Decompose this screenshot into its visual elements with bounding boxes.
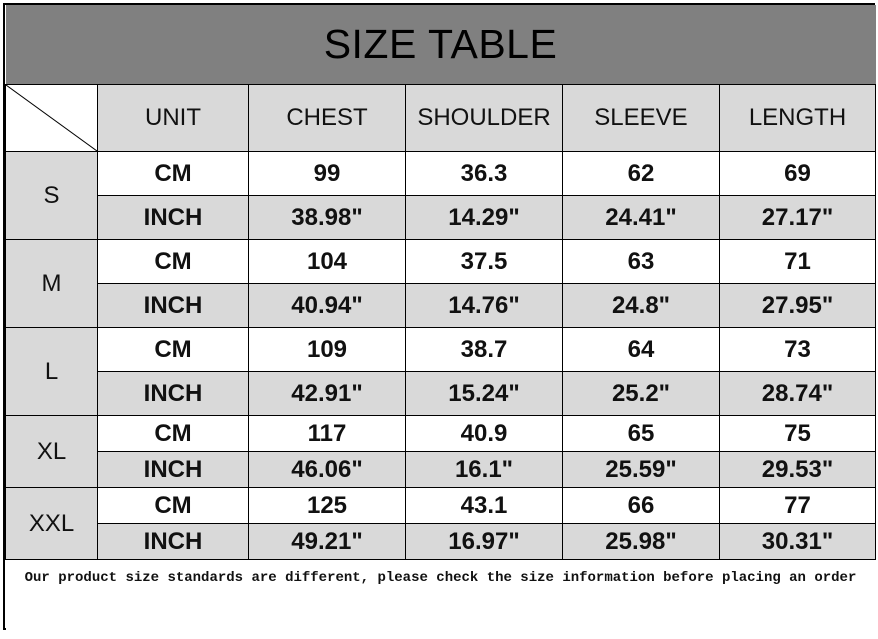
value-cell-sleeve: 24.41" [563,196,720,240]
value-cell-shoulder: 36.3 [406,152,563,196]
value-cell-chest: 109 [249,328,406,372]
table-title: SIZE TABLE [6,5,876,85]
header-unit: UNIT [98,85,249,152]
value-cell-shoulder: 16.97" [406,524,563,560]
value-cell-shoulder: 40.9 [406,416,563,452]
unit-cell: CM [98,240,249,284]
value-cell-chest: 38.98" [249,196,406,240]
value-cell-shoulder: 16.1" [406,452,563,488]
value-cell-chest: 46.06" [249,452,406,488]
header-row: UNIT CHEST SHOULDER SLEEVE LENGTH [6,85,876,152]
unit-cell: CM [98,152,249,196]
value-cell-length: 75 [720,416,876,452]
value-cell-chest: 117 [249,416,406,452]
unit-cell: CM [98,328,249,372]
value-cell-chest: 42.91" [249,372,406,416]
value-cell-sleeve: 24.8" [563,284,720,328]
value-cell-chest: 99 [249,152,406,196]
size-table-container: SIZE TABLE UNIT CHEST SHOULDER SLEEVE LE… [3,3,875,630]
unit-cell: CM [98,416,249,452]
unit-cell: CM [98,488,249,524]
header-chest: CHEST [249,85,406,152]
diagonal-corner-cell [6,85,98,152]
value-cell-shoulder: 38.7 [406,328,563,372]
unit-cell: INCH [98,284,249,328]
value-cell-chest: 40.94" [249,284,406,328]
value-cell-sleeve: 63 [563,240,720,284]
value-cell-sleeve: 65 [563,416,720,452]
value-cell-sleeve: 62 [563,152,720,196]
value-cell-length: 27.17" [720,196,876,240]
value-cell-shoulder: 14.29" [406,196,563,240]
size-note: Our product size standards are different… [6,560,876,639]
value-cell-sleeve: 64 [563,328,720,372]
value-cell-sleeve: 25.2" [563,372,720,416]
header-shoulder: SHOULDER [406,85,563,152]
value-cell-shoulder: 15.24" [406,372,563,416]
value-cell-length: 69 [720,152,876,196]
unit-cell: INCH [98,452,249,488]
value-cell-length: 77 [720,488,876,524]
value-cell-shoulder: 14.76" [406,284,563,328]
header-sleeve: SLEEVE [563,85,720,152]
size-table: SIZE TABLE UNIT CHEST SHOULDER SLEEVE LE… [5,5,876,639]
value-cell-length: 27.95" [720,284,876,328]
value-cell-sleeve: 25.98" [563,524,720,560]
unit-cell: INCH [98,372,249,416]
value-cell-sleeve: 66 [563,488,720,524]
value-cell-length: 71 [720,240,876,284]
unit-cell: INCH [98,196,249,240]
value-cell-length: 29.53" [720,452,876,488]
value-cell-shoulder: 43.1 [406,488,563,524]
header-length: LENGTH [720,85,876,152]
value-cell-shoulder: 37.5 [406,240,563,284]
size-label: L [6,328,98,416]
value-cell-length: 28.74" [720,372,876,416]
value-cell-chest: 125 [249,488,406,524]
size-label: M [6,240,98,328]
value-cell-length: 30.31" [720,524,876,560]
value-cell-sleeve: 25.59" [563,452,720,488]
value-cell-chest: 49.21" [249,524,406,560]
size-label: XL [6,416,98,488]
value-cell-length: 73 [720,328,876,372]
size-label: S [6,152,98,240]
size-label: XXL [6,488,98,560]
value-cell-chest: 104 [249,240,406,284]
unit-cell: INCH [98,524,249,560]
